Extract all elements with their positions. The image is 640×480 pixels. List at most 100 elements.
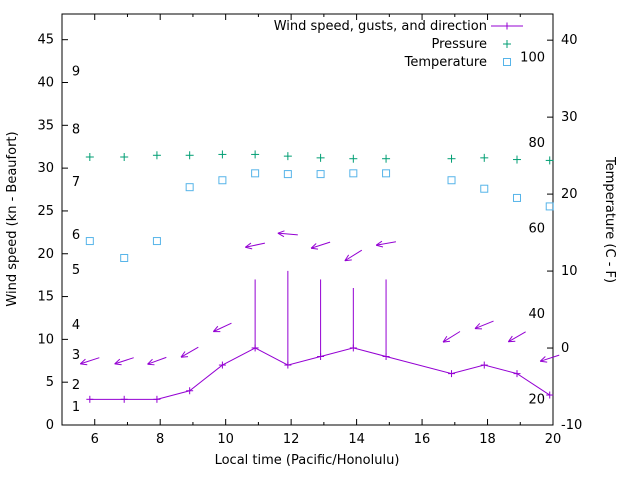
temperature-point: [349, 169, 358, 178]
arrow-head: [344, 259, 352, 262]
x-tick-label: 18: [479, 432, 496, 447]
temperature-point: [316, 170, 325, 179]
temperature-point: [447, 176, 456, 185]
arrow-shaft: [344, 249, 363, 262]
y-left-tick-label: 30: [37, 161, 54, 176]
pressure-point: [447, 154, 456, 163]
series-layer: [79, 150, 560, 403]
arrow-shaft: [80, 357, 100, 365]
wind-point: [349, 344, 357, 352]
beaufort-scale-label: 3: [72, 348, 80, 363]
arrow-head: [474, 323, 481, 329]
arrow-head: [277, 232, 285, 238]
temperature-point: [218, 176, 227, 185]
fahrenheit-scale-label: 80: [528, 136, 545, 151]
arrow-shaft: [245, 242, 266, 248]
wind-point: [513, 370, 521, 378]
x-tick-label: 8: [156, 432, 164, 447]
x-tick-label: 12: [283, 432, 300, 447]
wind-point: [448, 370, 456, 378]
wind-direction-arrow: [442, 331, 461, 343]
arrow-head: [147, 358, 153, 365]
arrow-head: [180, 356, 189, 358]
arrow-shaft: [180, 346, 199, 358]
arrow-head: [442, 335, 448, 343]
y-left-tick-label: 10: [37, 332, 54, 347]
arrow-head: [310, 243, 317, 249]
y-left-tick-label: 35: [37, 118, 54, 133]
arrow-shaft: [114, 357, 134, 365]
wind-series: [79, 230, 560, 403]
y-right-tick-label: 0: [561, 341, 569, 356]
legend: Wind speed, gusts, and direction Pressur…: [274, 19, 523, 70]
pressure-point: [382, 154, 391, 163]
wind-direction-arrow: [245, 242, 266, 250]
x-tick-label: 6: [91, 432, 99, 447]
temperature-point: [283, 170, 292, 179]
wind-line: [89, 347, 551, 400]
arrow-head: [147, 363, 155, 366]
temperature-series: [85, 169, 554, 262]
wind-point: [317, 353, 325, 360]
wind-direction-arrow: [212, 322, 232, 333]
arrow-head: [245, 246, 253, 250]
wind-direction-arrow: [180, 346, 199, 358]
wind-point: [546, 391, 554, 399]
wind-direction-arrow: [114, 357, 134, 366]
pressure-point: [218, 150, 227, 159]
pressure-point: [251, 150, 260, 159]
wind-direction-arrow: [474, 320, 494, 330]
fahrenheit-scale-label: 100: [520, 50, 545, 65]
y-left-tick-label: 20: [37, 247, 54, 262]
wind-point: [382, 353, 390, 360]
y-left-tick-label: 0: [46, 418, 54, 433]
arrow-head: [79, 358, 86, 365]
arrow-head: [245, 242, 252, 248]
wind-direction-arrow: [147, 356, 167, 366]
legend-label-wind: Wind speed, gusts, and direction: [274, 19, 487, 34]
wind-direction-arrow: [310, 241, 331, 250]
y-left-tick-label: 15: [37, 290, 54, 305]
arrow-shaft: [277, 232, 298, 236]
pressure-point: [480, 153, 489, 162]
pressure-point: [283, 152, 292, 161]
axis-ticks: 6 8 10 12 14 16 18 20051015202530354045-1001020…: [37, 14, 582, 447]
y-right-axis-label: Temperature (C - F): [602, 156, 617, 283]
pressure-point: [185, 151, 194, 160]
temperature-point: [512, 193, 521, 202]
wind-direction-arrow: [344, 249, 363, 262]
x-tick-label: 20: [545, 432, 562, 447]
y-right-tick-label: -10: [561, 418, 582, 433]
y-right-tick-label: 30: [561, 110, 578, 125]
arrow-head: [80, 363, 88, 366]
wind-point: [86, 395, 94, 403]
legend-label-pressure: Pressure: [431, 37, 487, 52]
wind-direction-arrow: [79, 357, 100, 366]
y-right-tick-label: 40: [561, 33, 578, 48]
arrow-shaft: [508, 331, 526, 343]
pressure-point: [349, 154, 358, 163]
wind-point: [218, 361, 226, 369]
beaufort-scale-label: 2: [72, 378, 80, 393]
x-tick-label: 10: [217, 432, 234, 447]
arrow-head: [442, 340, 451, 343]
pressure-point: [85, 152, 94, 161]
beaufort-scale-label: 8: [72, 123, 80, 138]
y-left-axis-label: Wind speed (kn - Beaufort): [5, 131, 20, 306]
pressure-point: [512, 155, 521, 164]
arrow-head: [114, 358, 121, 365]
legend-pressure-marker: [503, 40, 511, 48]
arrow-shaft: [310, 241, 331, 249]
legend-label-temperature: Temperature: [404, 55, 487, 70]
arrow-shaft: [376, 241, 396, 246]
wind-direction-arrow: [277, 230, 298, 238]
temperature-point: [85, 237, 94, 246]
arrow-head: [311, 247, 319, 250]
y-left-tick-label: 5: [46, 375, 54, 390]
wind-direction-arrow: [507, 331, 526, 343]
temperature-point: [120, 253, 129, 262]
pressure-series: [85, 150, 554, 165]
arrow-head: [114, 363, 122, 366]
legend-samples: [491, 22, 523, 66]
